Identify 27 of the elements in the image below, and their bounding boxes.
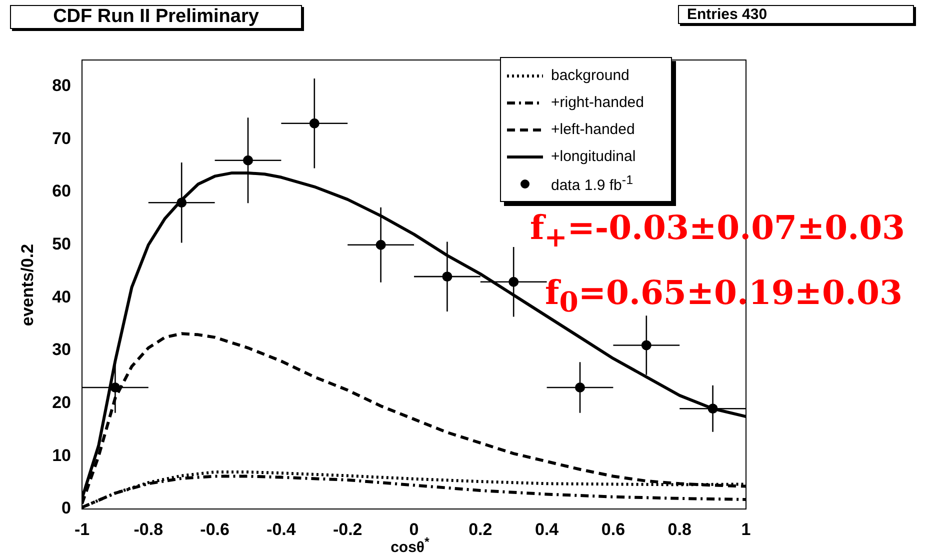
legend-label: +longitudinal <box>551 148 636 165</box>
legend-label: +right-handed <box>551 94 644 111</box>
text: Entries 430 <box>678 5 914 24</box>
x-tick-label: 1 <box>741 520 751 539</box>
legend-label: data 1.9 fb$^{-1}$ <box>551 173 634 194</box>
y-tick-label: 60 <box>52 182 71 201</box>
chart-title: CDF Run II Preliminary <box>10 5 302 29</box>
x-tick-label: -0.8 <box>134 520 164 539</box>
legend-label: +left-handed <box>551 121 635 138</box>
y-tick-label: 0 <box>62 498 71 518</box>
x-tick-label: -0.2 <box>332 520 362 539</box>
x-tick-label: -0.6 <box>200 520 230 539</box>
y-tick-label: 10 <box>52 446 71 465</box>
x-tick-label: 0.4 <box>534 520 560 539</box>
y-axis-title: events/0.2 <box>18 243 38 326</box>
y-tick-label: 50 <box>52 234 71 254</box>
x-tick-label: -0.4 <box>266 520 296 539</box>
y-tick-label: 30 <box>52 340 71 360</box>
legend-label: background <box>551 67 630 84</box>
y-tick-label: 40 <box>52 287 71 306</box>
y-tick-label: 20 <box>52 393 71 412</box>
x-tick-label: 0.8 <box>668 520 692 539</box>
x-tick-label: -1 <box>74 520 90 539</box>
x-tick-label: 0.2 <box>468 520 492 539</box>
y-tick-label: 70 <box>52 128 71 148</box>
y-tick-label: 80 <box>52 76 71 96</box>
x-tick-label: 0.6 <box>601 520 626 539</box>
